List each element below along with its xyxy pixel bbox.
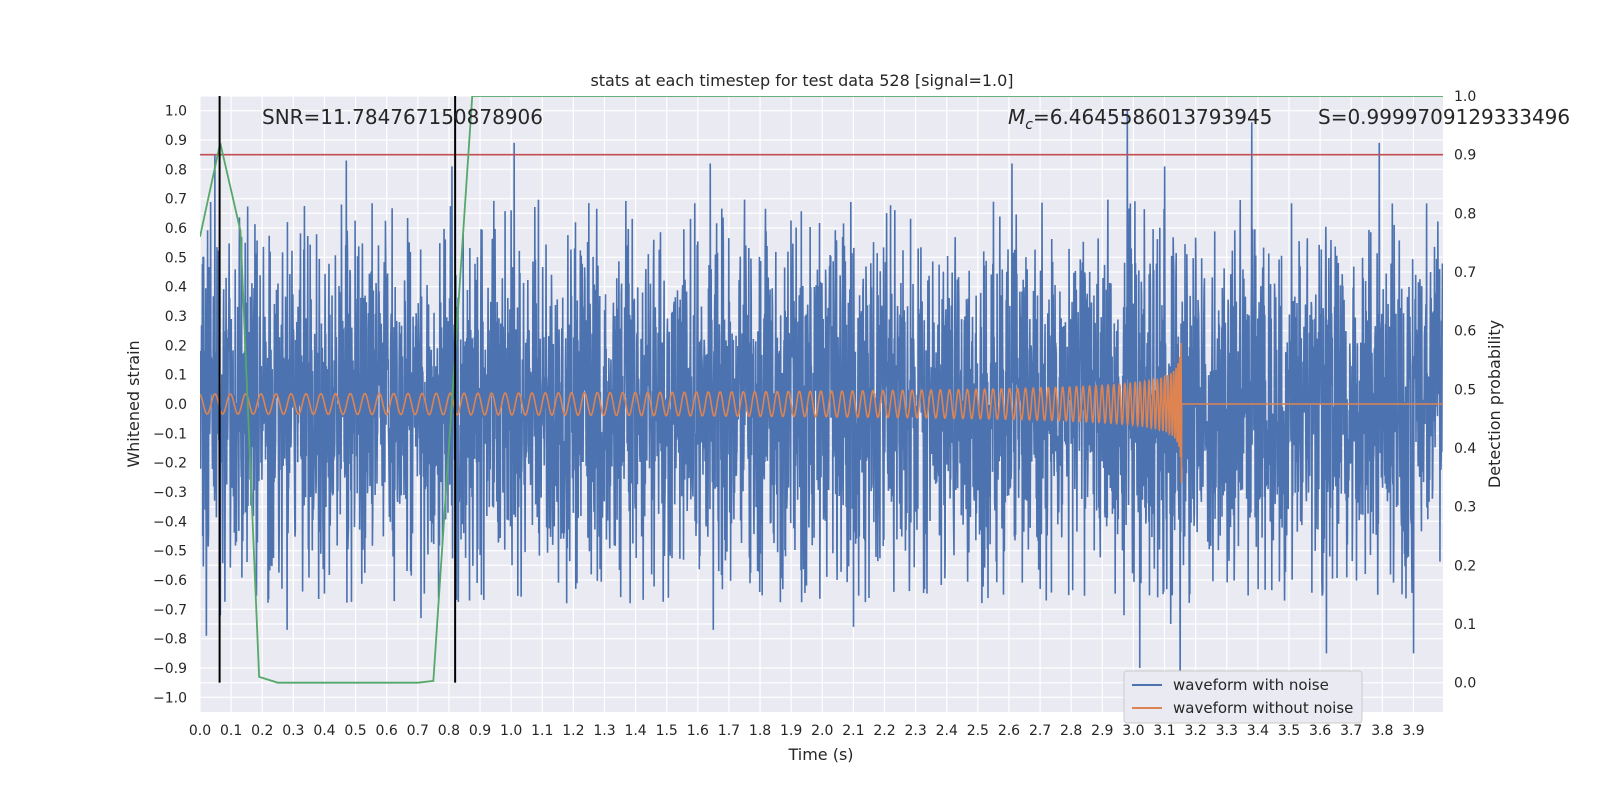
legend-box (1123, 670, 1363, 724)
y-tick-label: 0.9 (165, 133, 187, 149)
annotation-chirp-mass-subscript: c (1025, 117, 1033, 133)
legend-label-waveform-without-noise: waveform without noise (1173, 699, 1353, 717)
x-tick-label: 0.7 (407, 723, 429, 739)
y-tick-label: 1.0 (165, 104, 187, 120)
series-line-waveform-without-noise (200, 342, 1443, 483)
x-tick-label: 0.5 (344, 723, 366, 739)
y-tick-label: −0.5 (153, 544, 187, 560)
x-tick-label: 1.3 (593, 723, 615, 739)
y2-tick-labels: 1.0 0.9 0.8 0.7 0.6 0.5 0.4 0.3 0.2 0.1 0.0 (1454, 89, 1476, 692)
x-tick-label: 2.2 (873, 723, 895, 739)
series-line-detection-probability (200, 96, 1443, 684)
x-tick-label: 3.7 (1340, 723, 1362, 739)
x-tick-label: 2.1 (842, 723, 864, 739)
annotation-s: S=0.9999709129333496 (1318, 105, 1570, 129)
x-tick-label: 3.5 (1278, 723, 1300, 739)
y-tick-label: −0.3 (153, 485, 187, 501)
y-tick-label: −0.7 (153, 602, 187, 618)
y2-tick-label: 0.5 (1454, 382, 1476, 398)
annotation-chirp-mass-symbol: M (1008, 105, 1025, 129)
series-line-waveform-with-noise (200, 110, 1443, 689)
y-tick-label: −0.2 (153, 456, 187, 472)
y-tick-label: 0.5 (165, 250, 187, 266)
x-tick-label: 0.2 (251, 723, 273, 739)
x-tick-label: 0.4 (313, 723, 335, 739)
x-tick-label: 3.3 (1216, 723, 1238, 739)
y-tick-label: −0.8 (153, 632, 187, 648)
y-tick-label: −1.0 (153, 690, 187, 706)
x-tick-label: 1.0 (500, 723, 522, 739)
y2-tick-label: 0.9 (1454, 148, 1476, 164)
y2-tick-label: 0.3 (1454, 500, 1476, 516)
x-tick-label: 2.7 (1029, 723, 1051, 739)
y-tick-label: 0.1 (165, 368, 187, 384)
y-tick-label: −0.1 (153, 426, 187, 442)
legend-label-waveform-with-noise: waveform with noise (1173, 676, 1329, 694)
legend: waveform with noise waveform without noi… (1123, 670, 1363, 724)
y2-tick-label: 0.8 (1454, 206, 1476, 222)
x-tick-label: 1.4 (624, 723, 646, 739)
x-tick-label: 3.1 (1153, 723, 1175, 739)
x-tick-label: 1.1 (531, 723, 553, 739)
x-tick-label: 2.4 (936, 723, 958, 739)
x-tick-label: 3.2 (1185, 723, 1207, 739)
x-tick-label: 1.9 (780, 723, 802, 739)
y2-tick-label: 0.1 (1454, 617, 1476, 633)
x-tick-label: 0.3 (282, 723, 304, 739)
x-tick-label: 0.1 (220, 723, 242, 739)
y-tick-label: 0.6 (165, 221, 187, 237)
x-tick-label: 1.5 (656, 723, 678, 739)
y-tick-label: 0.7 (165, 192, 187, 208)
x-tick-label: 1.8 (749, 723, 771, 739)
annotation-chirp-mass: Mc=6.4645586013793945 (1008, 105, 1272, 133)
x-tick-label: 1.6 (687, 723, 709, 739)
x-tick-label: 1.2 (562, 723, 584, 739)
x-tick-label: 3.8 (1371, 723, 1393, 739)
x-tick-label: 0.0 (189, 723, 211, 739)
x-tick-label: 0.6 (376, 723, 398, 739)
y-tick-label: 0.4 (165, 280, 187, 296)
x-tick-labels: 0.0 0.1 0.2 0.3 0.4 0.5 0.6 0.7 0.8 0.9 1.0 1.1 1.2 1… (189, 723, 1425, 739)
chart-title: stats at each timestep for test data 528… (590, 71, 1013, 90)
y2-axis-label: Detection probability (1485, 320, 1504, 488)
y2-tick-label: 0.0 (1454, 676, 1476, 692)
x-tick-label: 3.0 (1122, 723, 1144, 739)
y2-tick-label: 0.7 (1454, 265, 1476, 281)
x-axis-label: Time (s) (787, 745, 853, 764)
y2-tick-label: 1.0 (1454, 89, 1476, 105)
x-tick-label: 2.3 (904, 723, 926, 739)
y2-tick-label: 0.2 (1454, 558, 1476, 574)
y-tick-label: −0.9 (153, 661, 187, 677)
y-tick-label: −0.4 (153, 514, 187, 530)
x-tick-label: 2.8 (1060, 723, 1082, 739)
x-tick-label: 2.6 (998, 723, 1020, 739)
x-tick-label: 1.7 (718, 723, 740, 739)
x-tick-label: 0.8 (438, 723, 460, 739)
series-layer (200, 96, 1443, 689)
y-tick-label: 0.8 (165, 162, 187, 178)
y-axis-label: Whitened strain (124, 340, 143, 467)
x-tick-label: 2.5 (967, 723, 989, 739)
x-tick-label: 2.9 (1091, 723, 1113, 739)
annotation-chirp-mass-value: =6.4645586013793945 (1033, 105, 1272, 129)
x-tick-label: 2.0 (811, 723, 833, 739)
y2-tick-label: 0.4 (1454, 441, 1476, 457)
x-tick-label: 3.6 (1309, 723, 1331, 739)
y-tick-label: 0.0 (165, 397, 187, 413)
y2-tick-label: 0.6 (1454, 324, 1476, 340)
y-tick-label: 0.2 (165, 338, 187, 354)
y-tick-label: 0.3 (165, 309, 187, 325)
annotation-snr: SNR=11.784767150878906 (262, 105, 543, 129)
y-tick-labels: 1.0 0.9 0.8 0.7 0.6 0.5 0.4 0.3 0.2 0.1 0.0 −0.1 −0.… (153, 104, 187, 707)
x-tick-label: 3.9 (1402, 723, 1424, 739)
x-tick-label: 3.4 (1247, 723, 1269, 739)
y-tick-label: −0.6 (153, 573, 187, 589)
x-tick-label: 0.9 (469, 723, 491, 739)
